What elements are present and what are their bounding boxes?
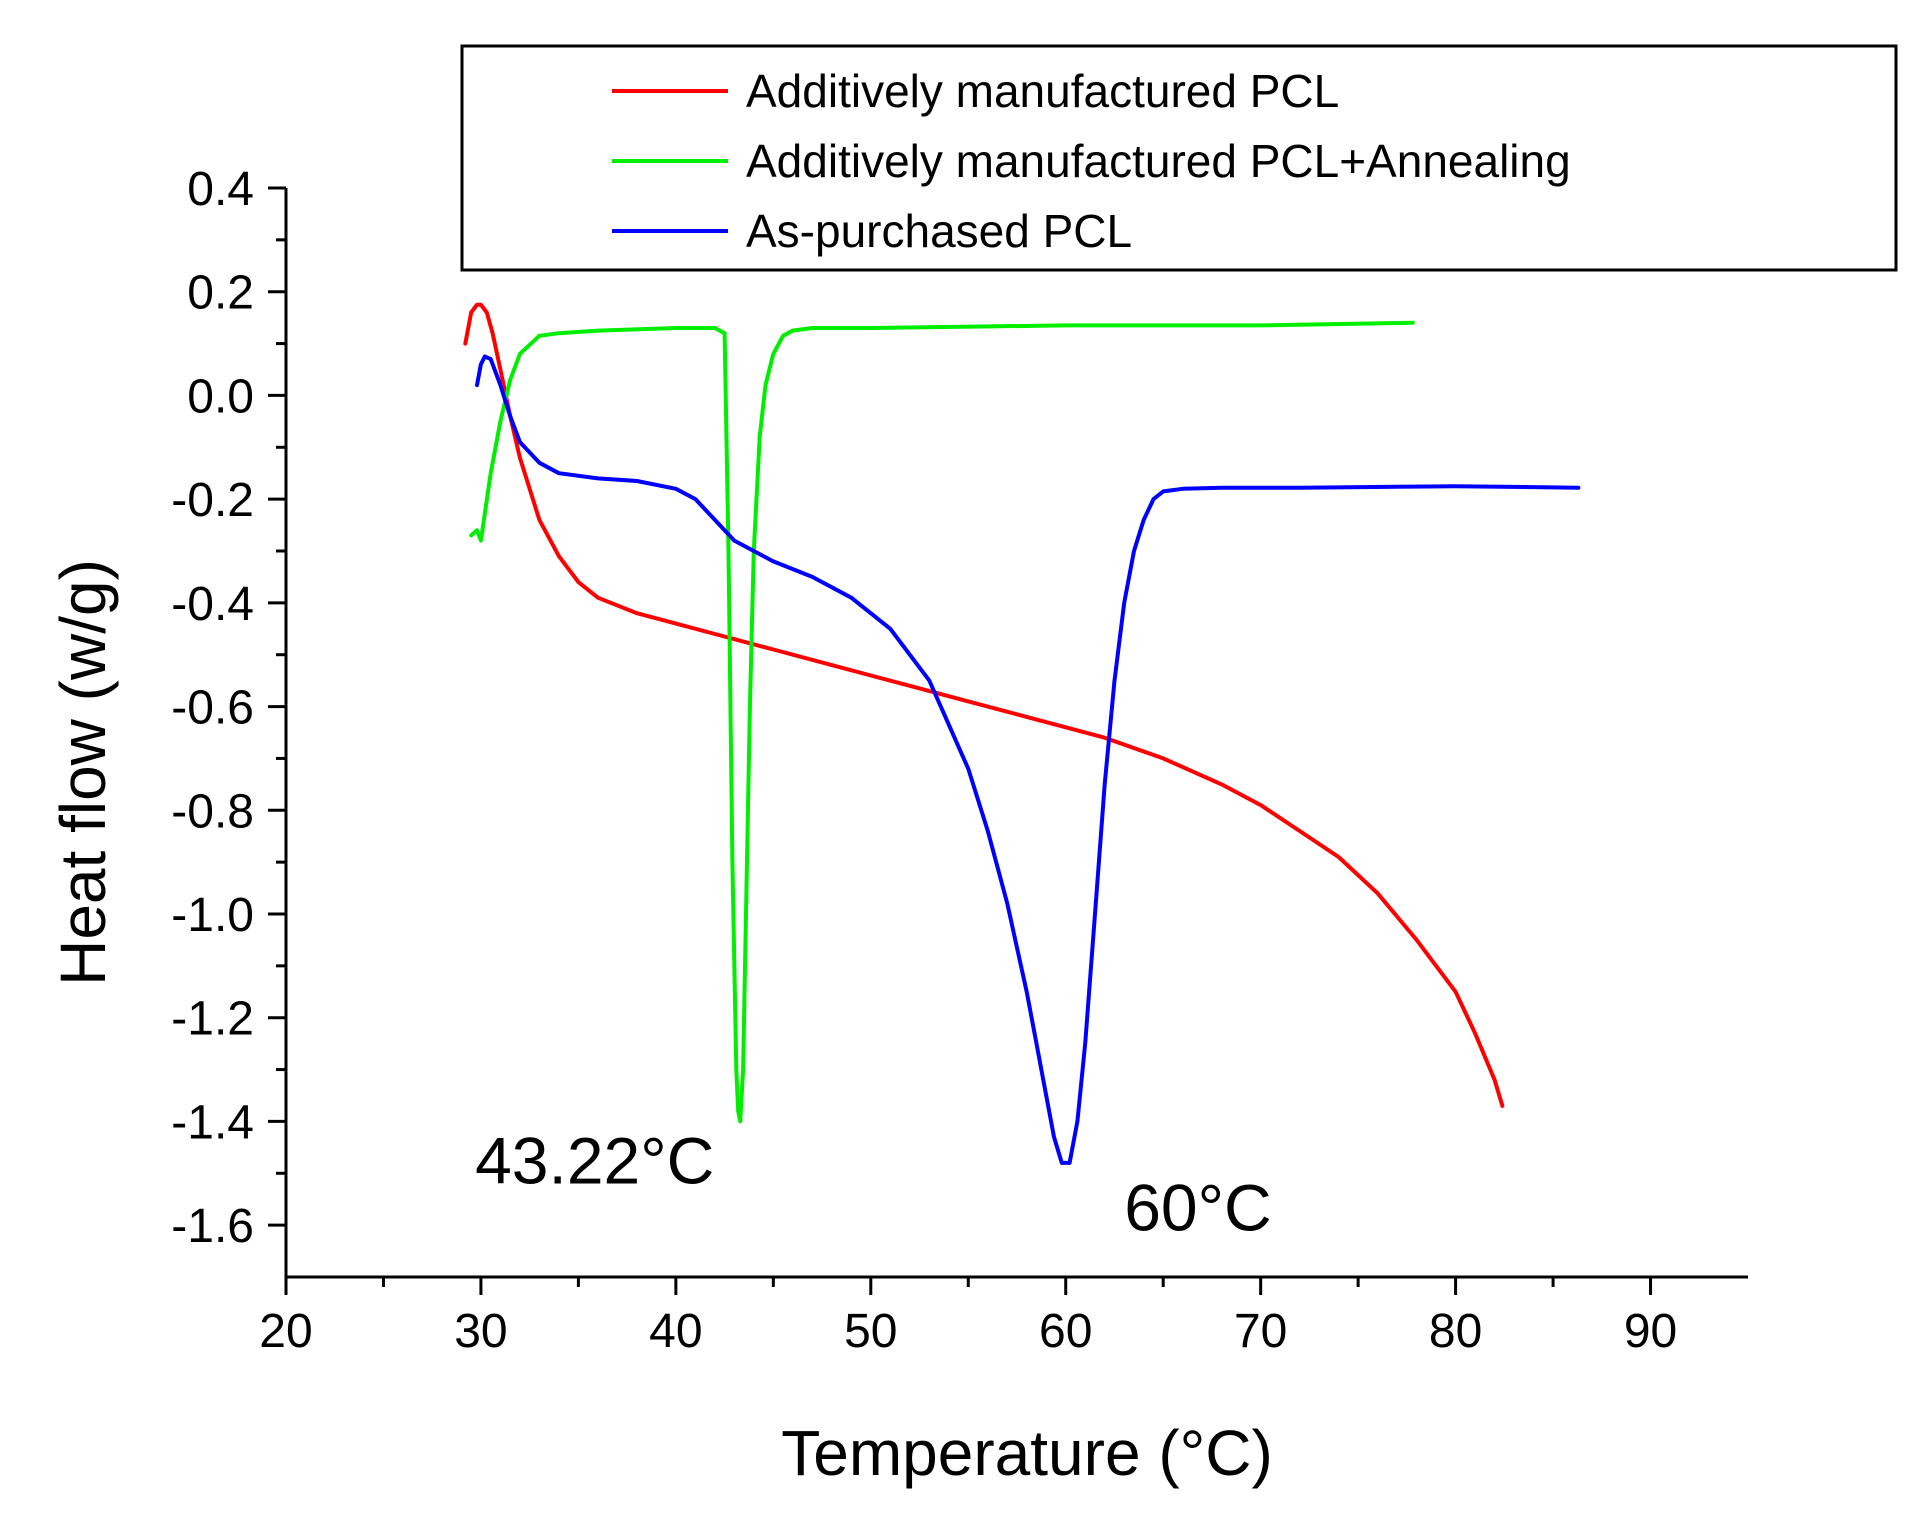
legend-label-2: Additively manufactured PCL+Annealing [746, 135, 1571, 187]
y-tick-label: 0.2 [187, 267, 254, 320]
x-tick-label: 80 [1429, 1305, 1482, 1358]
series-lines [463, 302, 1581, 1165]
x-tick-label: 30 [454, 1305, 507, 1358]
series-line-2 [469, 320, 1415, 1124]
y-tick-label: -1.4 [171, 1096, 254, 1149]
x-axis-title: Temperature (°C) [781, 1417, 1273, 1489]
annotations: 43.22°C 60°C [475, 1124, 1272, 1245]
peak-annotation-1: 43.22°C [475, 1124, 714, 1198]
x-tick-label: 70 [1234, 1305, 1287, 1358]
legend-label-3: As-purchased PCL [746, 205, 1132, 257]
y-tick-label: -1.6 [171, 1200, 254, 1253]
y-tick-label: -0.2 [171, 474, 254, 527]
y-tick-label: -0.4 [171, 578, 254, 631]
y-axis-title: Heat flow (w/g) [47, 559, 119, 986]
series-line-3 [475, 354, 1581, 1165]
x-tick-label: 40 [649, 1305, 702, 1358]
y-tick-label: -1.2 [171, 993, 254, 1046]
x-tick-label: 50 [844, 1305, 897, 1358]
y-tick-label: -0.8 [171, 785, 254, 838]
series-line-1 [463, 302, 1505, 1108]
y-tick-label: -1.0 [171, 889, 254, 942]
x-tick-label: 20 [259, 1305, 312, 1358]
legend-label-1: Additively manufactured PCL [746, 65, 1339, 117]
peak-annotation-2: 60°C [1124, 1170, 1271, 1244]
legend: Additively manufactured PCL Additively ma… [460, 44, 1898, 272]
x-tick-label: 90 [1624, 1305, 1677, 1358]
axes: 20 30 40 50 60 70 80 90 0.4 0.2 0.0 -0.2 -0.4 -0.6 -0.… [47, 163, 1748, 1489]
y-tick-label: -0.6 [171, 682, 254, 735]
y-tick-label: 0.4 [187, 163, 254, 216]
x-tick-label: 60 [1039, 1305, 1092, 1358]
y-tick-label: 0.0 [187, 370, 254, 423]
